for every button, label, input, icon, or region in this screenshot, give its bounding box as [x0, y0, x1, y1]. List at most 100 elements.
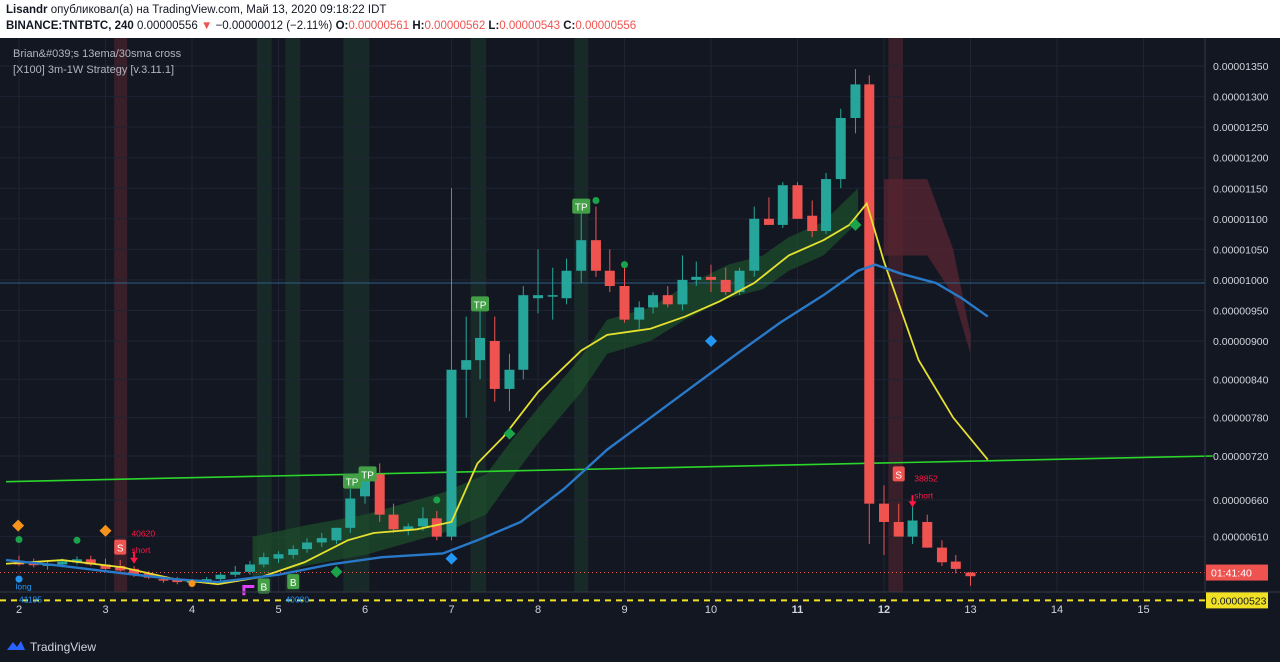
candle-body — [561, 270, 572, 299]
candle-body — [489, 341, 500, 389]
short-arrow-icon — [130, 551, 139, 564]
candle — [792, 182, 803, 219]
candle-body — [576, 240, 587, 271]
candle — [922, 514, 933, 548]
candle — [965, 571, 976, 586]
signal-band — [470, 38, 487, 592]
candle-body — [864, 84, 875, 504]
candle-body — [230, 571, 241, 575]
last-price: 0.00000556 — [137, 20, 198, 32]
trade-annotation: short — [131, 545, 151, 555]
candle — [807, 200, 818, 238]
candle-body — [302, 542, 313, 550]
strategy-label-box — [287, 574, 300, 590]
trade-annotations: 40620 short 38852 short long 41195 40080 — [16, 474, 939, 605]
candle — [634, 301, 645, 329]
candle-body — [172, 579, 183, 583]
strategy-label-text: TP — [474, 300, 487, 311]
y-tick-label: 0.00000610 — [1213, 532, 1269, 544]
strategy-label: B — [257, 578, 270, 594]
moving-averages — [5, 201, 989, 586]
strategy-label-text: S — [117, 544, 124, 555]
symbol-ohlc: BINANCE:TNTBTC, 240 0.00000556 ▼ −0.0000… — [6, 20, 636, 32]
candle — [706, 264, 716, 293]
candle — [576, 206, 587, 283]
bear-cloud — [884, 179, 971, 354]
candle — [461, 316, 472, 418]
short-arrow-icon — [908, 495, 917, 508]
candle-body — [907, 520, 918, 537]
candle-body — [720, 279, 731, 293]
candle — [604, 249, 615, 293]
candle — [893, 503, 904, 537]
candle — [835, 108, 846, 189]
candle — [388, 503, 399, 533]
strategy-label: TP — [343, 473, 362, 489]
signal-dot-icon — [15, 575, 23, 583]
y-tick-label: 0.00001000 — [1213, 275, 1269, 287]
strategy-label-text: B — [260, 582, 267, 593]
candle-body — [807, 215, 818, 232]
candle — [345, 488, 356, 533]
y-tick-label: 0.00000900 — [1213, 336, 1269, 348]
candle — [850, 69, 861, 134]
legend-indicator-2[interactable]: [X100] 3m-1W Strategy [v.3.11.1] — [13, 64, 174, 76]
candle-body — [749, 218, 760, 271]
strategy-label-text: TP — [361, 470, 374, 481]
y-tick-label: 0.00000840 — [1213, 374, 1269, 386]
horizontal-lines — [0, 282, 1205, 602]
candle-body — [533, 295, 543, 299]
candle — [115, 560, 126, 572]
x-tick-label: 4 — [189, 604, 195, 616]
candle — [879, 485, 889, 555]
signal-diamond-icon — [12, 519, 25, 532]
candle — [518, 286, 529, 380]
candle-body — [850, 84, 861, 118]
candle-body — [950, 561, 961, 569]
x-tick-label: 5 — [275, 604, 281, 616]
x-tick-label: 8 — [535, 604, 541, 616]
candle — [561, 258, 572, 305]
price-axis[interactable]: 0.00001350 0.00001300 0.00001250 0.00001200… — [1213, 61, 1269, 544]
legend-indicator-1[interactable]: Brian&#039;s 13ema/30sma cross — [13, 48, 182, 60]
time-axis[interactable]: 2 3 4 5 6 7 8 9 10 11 12 13 14 15 — [16, 604, 1150, 616]
publication-header: Lisandr опубликовал(а) на TradingView.co… — [0, 0, 1280, 38]
strategy-label: TP — [358, 466, 377, 482]
candle — [244, 560, 255, 575]
candle-body — [518, 295, 529, 370]
trade-annotation: 40080 — [285, 595, 309, 605]
candle-body — [388, 514, 399, 530]
x-tick-label: 10 — [705, 604, 717, 616]
candle — [691, 261, 702, 287]
candle-body — [677, 279, 688, 305]
x-tick-label: 11 — [792, 604, 804, 616]
symbol-label: BINANCE:TNTBTC, 240 — [6, 20, 134, 32]
candle — [504, 353, 515, 412]
strategy-label: TP — [572, 198, 591, 214]
candle — [936, 540, 947, 566]
candle-body — [258, 557, 269, 565]
candle-body — [792, 185, 803, 219]
signal-dot-icon — [188, 580, 196, 588]
candle-body — [115, 565, 126, 571]
candle — [821, 172, 832, 235]
signal-band — [285, 38, 301, 592]
candle — [648, 292, 659, 314]
signal-band — [888, 38, 904, 592]
signal-diamond-icon — [849, 218, 862, 231]
grid — [0, 38, 1205, 592]
x-tick-label: 13 — [964, 604, 976, 616]
open-value: 0.00000561 — [348, 20, 410, 32]
author-name[interactable]: Lisandr — [6, 4, 48, 16]
down-arrow-icon: ▼ — [200, 20, 213, 32]
candle-body — [461, 360, 472, 370]
candle — [777, 182, 788, 228]
candle — [288, 545, 299, 559]
candle-body — [201, 579, 212, 581]
candle — [374, 463, 385, 522]
strategy-cloud — [252, 179, 971, 577]
strategy-label: S — [892, 466, 905, 482]
candle — [590, 206, 601, 277]
y-tick-label: 0.00001250 — [1213, 122, 1269, 134]
